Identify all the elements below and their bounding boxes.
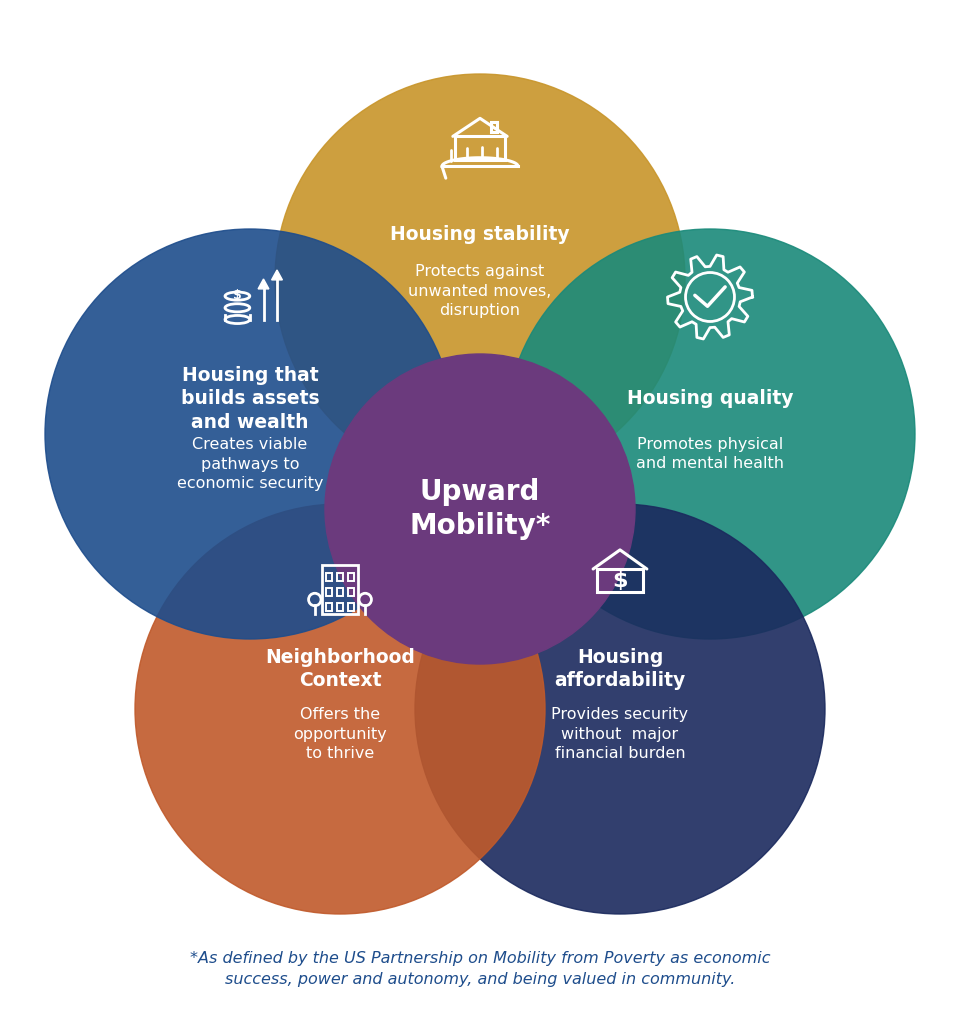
Bar — [337, 573, 344, 581]
Bar — [348, 588, 354, 596]
Bar — [337, 588, 344, 596]
Text: Housing that
builds assets
and wealth: Housing that builds assets and wealth — [180, 366, 320, 432]
Bar — [348, 602, 354, 610]
Text: Protects against
unwanted moves,
disruption: Protects against unwanted moves, disrupt… — [408, 264, 552, 318]
Bar — [326, 588, 332, 596]
Text: Offers the
opportunity
to thrive: Offers the opportunity to thrive — [293, 707, 387, 761]
Text: Upward
Mobility*: Upward Mobility* — [409, 478, 551, 540]
Polygon shape — [258, 279, 269, 289]
Circle shape — [505, 229, 915, 639]
Bar — [337, 602, 344, 610]
Circle shape — [415, 504, 825, 914]
Text: Housing quality: Housing quality — [627, 389, 793, 409]
Polygon shape — [272, 270, 282, 280]
Text: Neighborhood
Context: Neighborhood Context — [265, 648, 415, 690]
Text: Promotes physical
and mental health: Promotes physical and mental health — [636, 437, 784, 471]
Text: $: $ — [233, 288, 242, 302]
Text: Provides security
without  major
financial burden: Provides security without major financia… — [551, 707, 688, 761]
Bar — [348, 573, 354, 581]
Circle shape — [275, 74, 685, 484]
Text: *As defined by the US Partnership on Mobility from Poverty as economic
success, : *As defined by the US Partnership on Mob… — [190, 951, 770, 987]
Circle shape — [45, 229, 455, 639]
Circle shape — [135, 504, 545, 914]
Bar — [326, 602, 332, 610]
Circle shape — [325, 354, 635, 664]
Bar — [492, 122, 496, 131]
Bar — [455, 137, 505, 160]
Text: Housing stability: Housing stability — [390, 224, 570, 244]
Text: Creates viable
pathways to
economic security: Creates viable pathways to economic secu… — [177, 437, 324, 491]
Bar — [326, 573, 332, 581]
Text: $: $ — [612, 571, 628, 591]
Bar — [322, 565, 358, 614]
Bar — [596, 569, 643, 592]
Text: Housing
affordability: Housing affordability — [554, 648, 685, 690]
